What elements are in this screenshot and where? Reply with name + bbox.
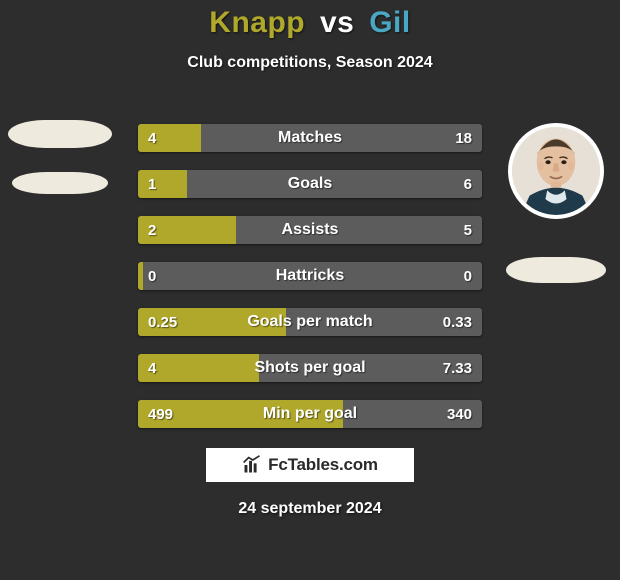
stat-row: 499340Min per goal <box>138 400 482 428</box>
branding-text: FcTables.com <box>268 455 378 475</box>
stat-label: Min per goal <box>138 400 482 428</box>
bar-chart-icon <box>242 455 262 475</box>
player1-avatar-area <box>8 120 112 194</box>
stat-row: 00Hattricks <box>138 262 482 290</box>
date-text: 24 september 2024 <box>0 500 620 518</box>
player2-name: Gil <box>369 6 411 39</box>
stat-row: 418Matches <box>138 124 482 152</box>
comparison-bars: 418Matches 16Goals 25Assists 00Hattricks 0.2… <box>138 124 482 446</box>
player1-club-placeholder <box>12 172 108 194</box>
stat-row: 0.250.33Goals per match <box>138 308 482 336</box>
stat-label: Shots per goal <box>138 354 482 382</box>
player2-avatar <box>508 123 604 219</box>
stat-label: Matches <box>138 124 482 152</box>
player1-name: Knapp <box>209 6 305 39</box>
branding-badge: FcTables.com <box>206 448 414 482</box>
player2-club-placeholder <box>506 257 606 283</box>
stat-row: 47.33Shots per goal <box>138 354 482 382</box>
stat-label: Goals <box>138 170 482 198</box>
stat-row: 25Assists <box>138 216 482 244</box>
subtitle: Club competitions, Season 2024 <box>0 54 620 72</box>
stat-label: Goals per match <box>138 308 482 336</box>
page-title: Knapp vs Gil <box>0 0 620 40</box>
stat-row: 16Goals <box>138 170 482 198</box>
stat-label: Hattricks <box>138 262 482 290</box>
player1-avatar-placeholder <box>8 120 112 148</box>
vs-text: vs <box>320 6 354 39</box>
stat-label: Assists <box>138 216 482 244</box>
player-face-icon <box>512 123 600 219</box>
player2-avatar-area <box>504 123 608 283</box>
